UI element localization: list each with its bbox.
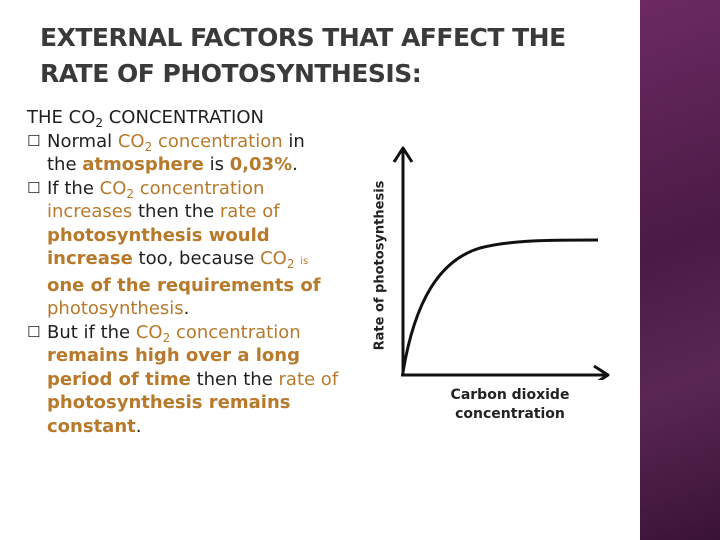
- heading-text-end: CONCENTRATION: [103, 107, 264, 128]
- bullet-text: in: [282, 130, 305, 152]
- heading-text: THE CO: [27, 107, 96, 128]
- x-axis: [401, 364, 610, 380]
- x-axis-label-line-1: Carbon dioxide: [450, 387, 570, 403]
- period-term: period of time: [47, 368, 191, 390]
- co2-term: CO2: [99, 177, 135, 201]
- bullet-text: too, because: [132, 248, 261, 269]
- bullet-concentration-remains-high: ☐ But if the CO2 concentration remains h…: [27, 321, 367, 439]
- increase-term: increase: [47, 248, 133, 269]
- slide-content: THE CO2 CONCENTRATION ☐ Normal CO2 conce…: [27, 106, 367, 438]
- bullet-box-icon: ☐: [27, 131, 41, 150]
- photosynthesis-term: photosynthesis would: [47, 224, 270, 246]
- bullet-box-icon: ☐: [27, 178, 41, 197]
- bullet-text: is: [203, 154, 230, 175]
- photosynthesis-term: photosynthesis: [47, 298, 184, 319]
- decorative-sidebar: [640, 0, 720, 540]
- constant-term: constant: [47, 415, 136, 437]
- concentration-term: concentration: [152, 130, 283, 152]
- bullet-text: .: [292, 154, 298, 175]
- heading-subscript: 2: [95, 116, 104, 130]
- co2-percentage: 0,03%: [229, 154, 293, 175]
- concentration-term: concentration: [170, 321, 301, 343]
- co2-rate-graph: Rate of photosynthesis Carbon dioxide co…: [370, 140, 610, 440]
- bullet-text: .: [135, 415, 142, 437]
- bullet-text: then the: [190, 368, 279, 390]
- bullet-concentration-increases: ☐ If the CO2 concentration increases the…: [27, 177, 367, 321]
- slide-title: EXTERNAL FACTORS THAT AFFECT THE RATE OF…: [40, 20, 600, 92]
- sidebar-divider: [638, 0, 640, 540]
- rate-term: rate of: [278, 368, 339, 390]
- concentration-term: concentration: [134, 177, 265, 199]
- bullet-text: But if the: [47, 321, 136, 343]
- co2-term: CO2: [117, 130, 153, 154]
- co2-term: CO2: [135, 321, 171, 345]
- bullet-text: Normal: [47, 130, 118, 152]
- graph-canvas: [392, 146, 610, 380]
- bullet-text: If the: [47, 177, 100, 199]
- increases-term: increases: [47, 201, 133, 222]
- bullet-text: .: [183, 298, 190, 319]
- title-line-1: EXTERNAL FACTORS THAT AFFECT THE: [40, 23, 566, 52]
- is-text: is: [300, 256, 309, 267]
- bullet-text: then the: [132, 201, 220, 222]
- rate-curve: [401, 238, 599, 373]
- photosynthesis-term: photosynthesis remains: [47, 392, 291, 413]
- y-axis: [392, 146, 414, 376]
- x-axis-label: Carbon dioxide concentration: [440, 386, 580, 424]
- bullet-normal-concentration: ☐ Normal CO2 concentration in the atmosp…: [27, 130, 367, 177]
- title-line-2: RATE OF PHOTOSYNTHESIS:: [40, 59, 422, 88]
- x-axis-label-line-2: concentration: [455, 406, 565, 422]
- y-axis-label: Rate of photosynthesis: [372, 180, 388, 351]
- rate-term: rate of: [219, 201, 280, 222]
- atmosphere-term: atmosphere: [82, 154, 204, 175]
- requirements-term: one of the requirements of: [47, 274, 321, 296]
- co2-term: CO2: [260, 248, 295, 271]
- section-heading: THE CO2 CONCENTRATION: [27, 106, 367, 130]
- bullet-box-icon: ☐: [27, 322, 41, 341]
- remains-high-term: remains high over a long: [47, 345, 301, 366]
- bullet-text: the: [47, 154, 83, 175]
